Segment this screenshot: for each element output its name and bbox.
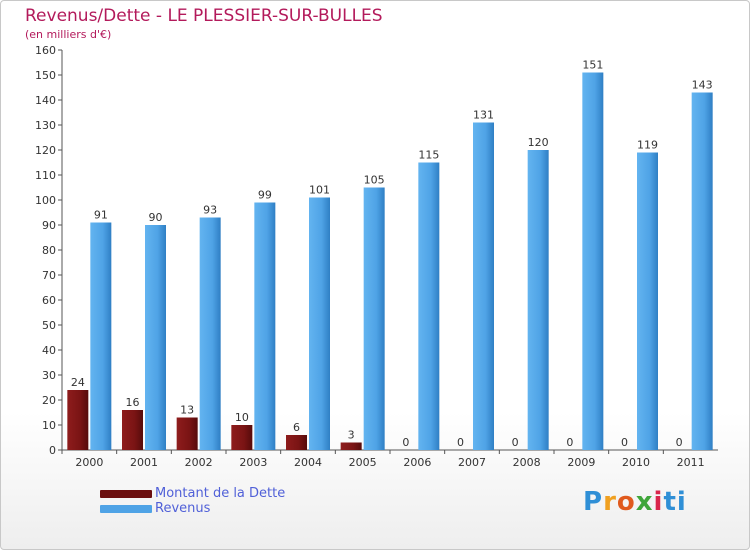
y-tick-label: 140 (35, 94, 56, 107)
data-label-debt: 24 (71, 376, 85, 389)
bar-revenue (309, 197, 330, 450)
bar-revenue (145, 225, 166, 450)
legend-swatch-debt (100, 490, 152, 498)
y-tick-label: 120 (35, 144, 56, 157)
data-label-debt: 0 (621, 436, 628, 449)
x-tick-label: 2007 (458, 456, 486, 469)
data-label-revenue: 131 (473, 109, 494, 122)
legend-label-debt: Montant de la Dette (155, 486, 286, 501)
x-tick-label: 2003 (239, 456, 267, 469)
x-tick-label: 2002 (185, 456, 213, 469)
bar-debt (176, 417, 198, 450)
data-label-revenue: 105 (364, 174, 385, 187)
bar-revenue (582, 72, 604, 450)
data-label-revenue: 119 (637, 139, 658, 152)
bar-revenue (473, 122, 494, 450)
y-tick-label: 150 (35, 69, 56, 82)
data-label-debt: 0 (676, 436, 683, 449)
data-label-revenue: 151 (582, 59, 603, 72)
x-tick-label: 2005 (349, 456, 377, 469)
data-label-revenue: 93 (203, 204, 217, 217)
y-tick-label: 110 (35, 169, 56, 182)
legend-label-revenue: Revenus (155, 501, 211, 516)
data-label-revenue: 120 (528, 136, 549, 149)
data-label-debt: 6 (293, 421, 300, 434)
data-label-debt: 0 (402, 436, 409, 449)
chart-subtitle: (en milliers d'€) (25, 28, 112, 41)
bar-revenue (637, 152, 658, 450)
y-tick-label: 30 (42, 369, 56, 382)
y-tick-label: 90 (42, 219, 56, 232)
data-label-revenue: 91 (94, 209, 108, 222)
x-tick-label: 2006 (403, 456, 431, 469)
y-tick-label: 160 (35, 44, 56, 57)
data-label-revenue: 90 (149, 211, 163, 224)
data-label-debt: 13 (180, 404, 194, 417)
data-label-revenue: 101 (309, 184, 330, 197)
y-tick-label: 80 (42, 244, 56, 257)
data-label-revenue: 99 (258, 189, 272, 202)
bar-debt (286, 435, 307, 450)
data-label-debt: 10 (235, 411, 249, 424)
y-tick-label: 70 (42, 269, 56, 282)
y-tick-label: 50 (42, 319, 56, 332)
bar-revenue (254, 202, 276, 450)
bar-debt (340, 442, 362, 450)
data-label-revenue: 115 (418, 149, 439, 162)
data-label-debt: 0 (457, 436, 464, 449)
data-label-debt: 0 (566, 436, 573, 449)
x-tick-label: 2000 (75, 456, 103, 469)
y-tick-label: 0 (49, 444, 56, 457)
x-tick-label: 2008 (513, 456, 541, 469)
bar-debt (231, 425, 253, 450)
bar-revenue (418, 162, 440, 450)
y-tick-label: 130 (35, 119, 56, 132)
bar-debt (122, 410, 143, 450)
y-tick-label: 20 (42, 394, 56, 407)
data-label-debt: 0 (512, 436, 519, 449)
bar-revenue (527, 150, 549, 450)
data-label-revenue: 143 (692, 79, 713, 92)
x-tick-label: 2010 (622, 456, 650, 469)
bar-revenue (90, 222, 112, 450)
bar-debt (67, 390, 89, 450)
legend-swatch-revenue (100, 505, 152, 513)
data-label-debt: 16 (126, 396, 140, 409)
bar-revenue (363, 187, 385, 450)
x-tick-label: 2001 (130, 456, 158, 469)
x-tick-label: 2004 (294, 456, 322, 469)
chart-title: Revenus/Dette - LE PLESSIER-SUR-BULLES (25, 6, 383, 26)
data-label-debt: 3 (348, 429, 355, 442)
x-tick-label: 2011 (677, 456, 705, 469)
proxiti-logo: Proxiti (583, 487, 687, 517)
y-tick-label: 100 (35, 194, 56, 207)
y-tick-label: 60 (42, 294, 56, 307)
y-tick-label: 10 (42, 419, 56, 432)
x-tick-label: 2009 (567, 456, 595, 469)
bar-revenue (691, 92, 713, 450)
y-tick-label: 40 (42, 344, 56, 357)
bar-revenue (199, 217, 221, 450)
